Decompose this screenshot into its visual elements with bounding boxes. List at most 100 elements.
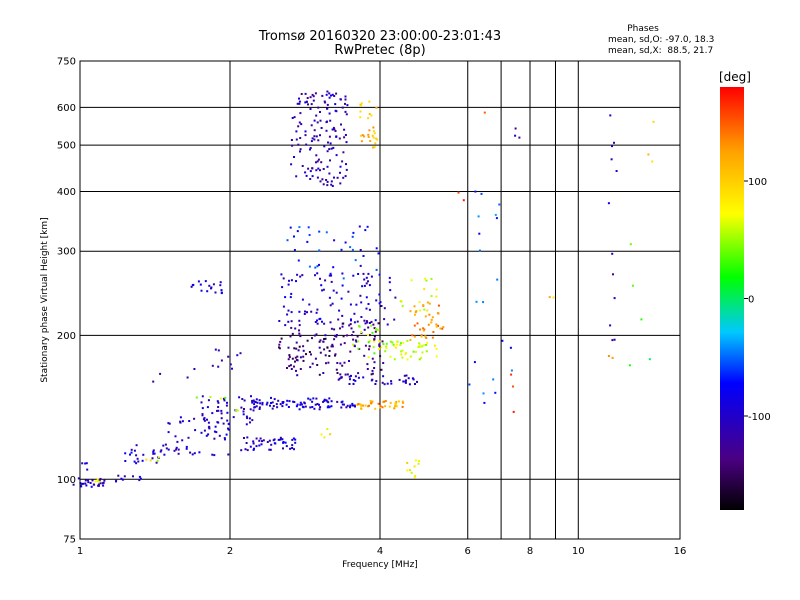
scatter-point <box>417 462 420 465</box>
scatter-point <box>475 300 478 303</box>
scatter-point <box>316 364 319 366</box>
scatter-point <box>242 410 245 413</box>
scatter-point <box>395 405 398 408</box>
scatter-point <box>611 356 614 359</box>
scatter-point <box>94 480 97 483</box>
scatter-point <box>219 397 222 400</box>
scatter-point <box>319 406 322 409</box>
scatter-point <box>348 375 351 378</box>
scatter-point <box>273 398 276 401</box>
scatter-point <box>548 296 551 299</box>
scatter-point <box>373 367 376 369</box>
scatter-point <box>400 353 403 356</box>
scatter-point <box>261 403 264 406</box>
scatter-point <box>371 400 374 403</box>
scatter-point <box>287 309 290 312</box>
scatter-point <box>348 324 351 327</box>
scatter-point <box>381 406 384 409</box>
scatter-point <box>372 146 375 149</box>
scatter-point <box>306 339 309 342</box>
scatter-point <box>628 364 631 367</box>
scatter-point <box>410 471 413 474</box>
scatter-point <box>298 100 301 103</box>
scatter-point <box>115 480 117 483</box>
scatter-point <box>379 301 382 304</box>
plot-frame <box>79 60 681 540</box>
scatter-point <box>152 450 155 453</box>
scatter-point <box>329 433 332 436</box>
scatter-point <box>316 265 319 268</box>
scatter-point <box>426 309 429 312</box>
scatter-point <box>97 484 100 487</box>
scatter-point <box>129 453 131 456</box>
scatter-point <box>383 307 386 310</box>
scatter-point <box>259 437 262 440</box>
scatter-point <box>293 116 296 119</box>
scatter-point <box>156 459 159 462</box>
scatter-point <box>227 355 230 358</box>
scatter-point <box>615 170 618 172</box>
scatter-point <box>225 433 228 436</box>
scatter-point <box>324 354 327 357</box>
scatter-point <box>217 409 220 412</box>
scatter-point <box>82 482 85 485</box>
scatter-point <box>253 403 256 406</box>
scatter-point <box>350 318 352 321</box>
scatter-point <box>308 351 311 353</box>
scatter-point <box>301 405 304 408</box>
scatter-point <box>84 482 87 485</box>
scatter-point <box>354 375 357 378</box>
scatter-point <box>312 99 315 102</box>
scatter-point <box>215 431 218 434</box>
scatter-point <box>318 340 321 343</box>
scatter-point <box>322 288 325 291</box>
scatter-point <box>286 239 289 242</box>
scatter-point <box>384 350 387 353</box>
scatter-point <box>340 123 342 126</box>
scatter-point <box>294 441 297 444</box>
scatter-point <box>351 404 354 407</box>
scatter-point <box>260 443 263 446</box>
scatter-point <box>278 347 281 350</box>
scatter-point <box>436 312 439 314</box>
scatter-point <box>346 104 349 107</box>
scatter-point <box>390 382 393 385</box>
scatter-point <box>291 117 294 119</box>
scatter-point <box>414 350 417 353</box>
scatter-point <box>325 231 328 234</box>
scatter-point <box>389 355 392 358</box>
scatter-point <box>200 431 203 434</box>
stats-line-o: mean, sd,O: -97.0, 18.3 <box>608 35 714 45</box>
scatter-point <box>331 93 334 96</box>
scatter-point <box>365 296 368 299</box>
scatter-point <box>393 345 396 347</box>
scatter-point <box>319 277 321 280</box>
scatter-point <box>408 469 411 472</box>
scatter-point <box>164 443 167 446</box>
scatter-point <box>318 408 321 411</box>
scatter-point <box>214 348 217 351</box>
scatter-point <box>396 343 398 346</box>
scatter-point <box>98 479 101 482</box>
scatter-point <box>318 403 320 406</box>
scatter-point <box>190 285 193 288</box>
scatter-point <box>152 452 155 455</box>
scatter-point <box>341 403 344 406</box>
scatter-point <box>198 451 201 454</box>
scatter-point <box>102 484 105 487</box>
scatter-point <box>319 134 321 137</box>
colorbar-ticks: -100 0 100 <box>744 177 771 423</box>
scatter-point <box>509 346 512 349</box>
scatter-point <box>289 335 292 338</box>
scatter-point <box>413 324 416 327</box>
scatter-point <box>323 338 326 340</box>
scatter-point <box>326 107 329 110</box>
scatter-point <box>344 110 347 113</box>
scatter-point <box>313 407 316 410</box>
scatter-point <box>292 400 295 403</box>
scatter-point <box>124 460 127 462</box>
scatter-point <box>412 350 415 353</box>
scatter-point <box>305 100 308 103</box>
scatter-point <box>299 148 302 151</box>
scatter-point <box>330 327 333 330</box>
